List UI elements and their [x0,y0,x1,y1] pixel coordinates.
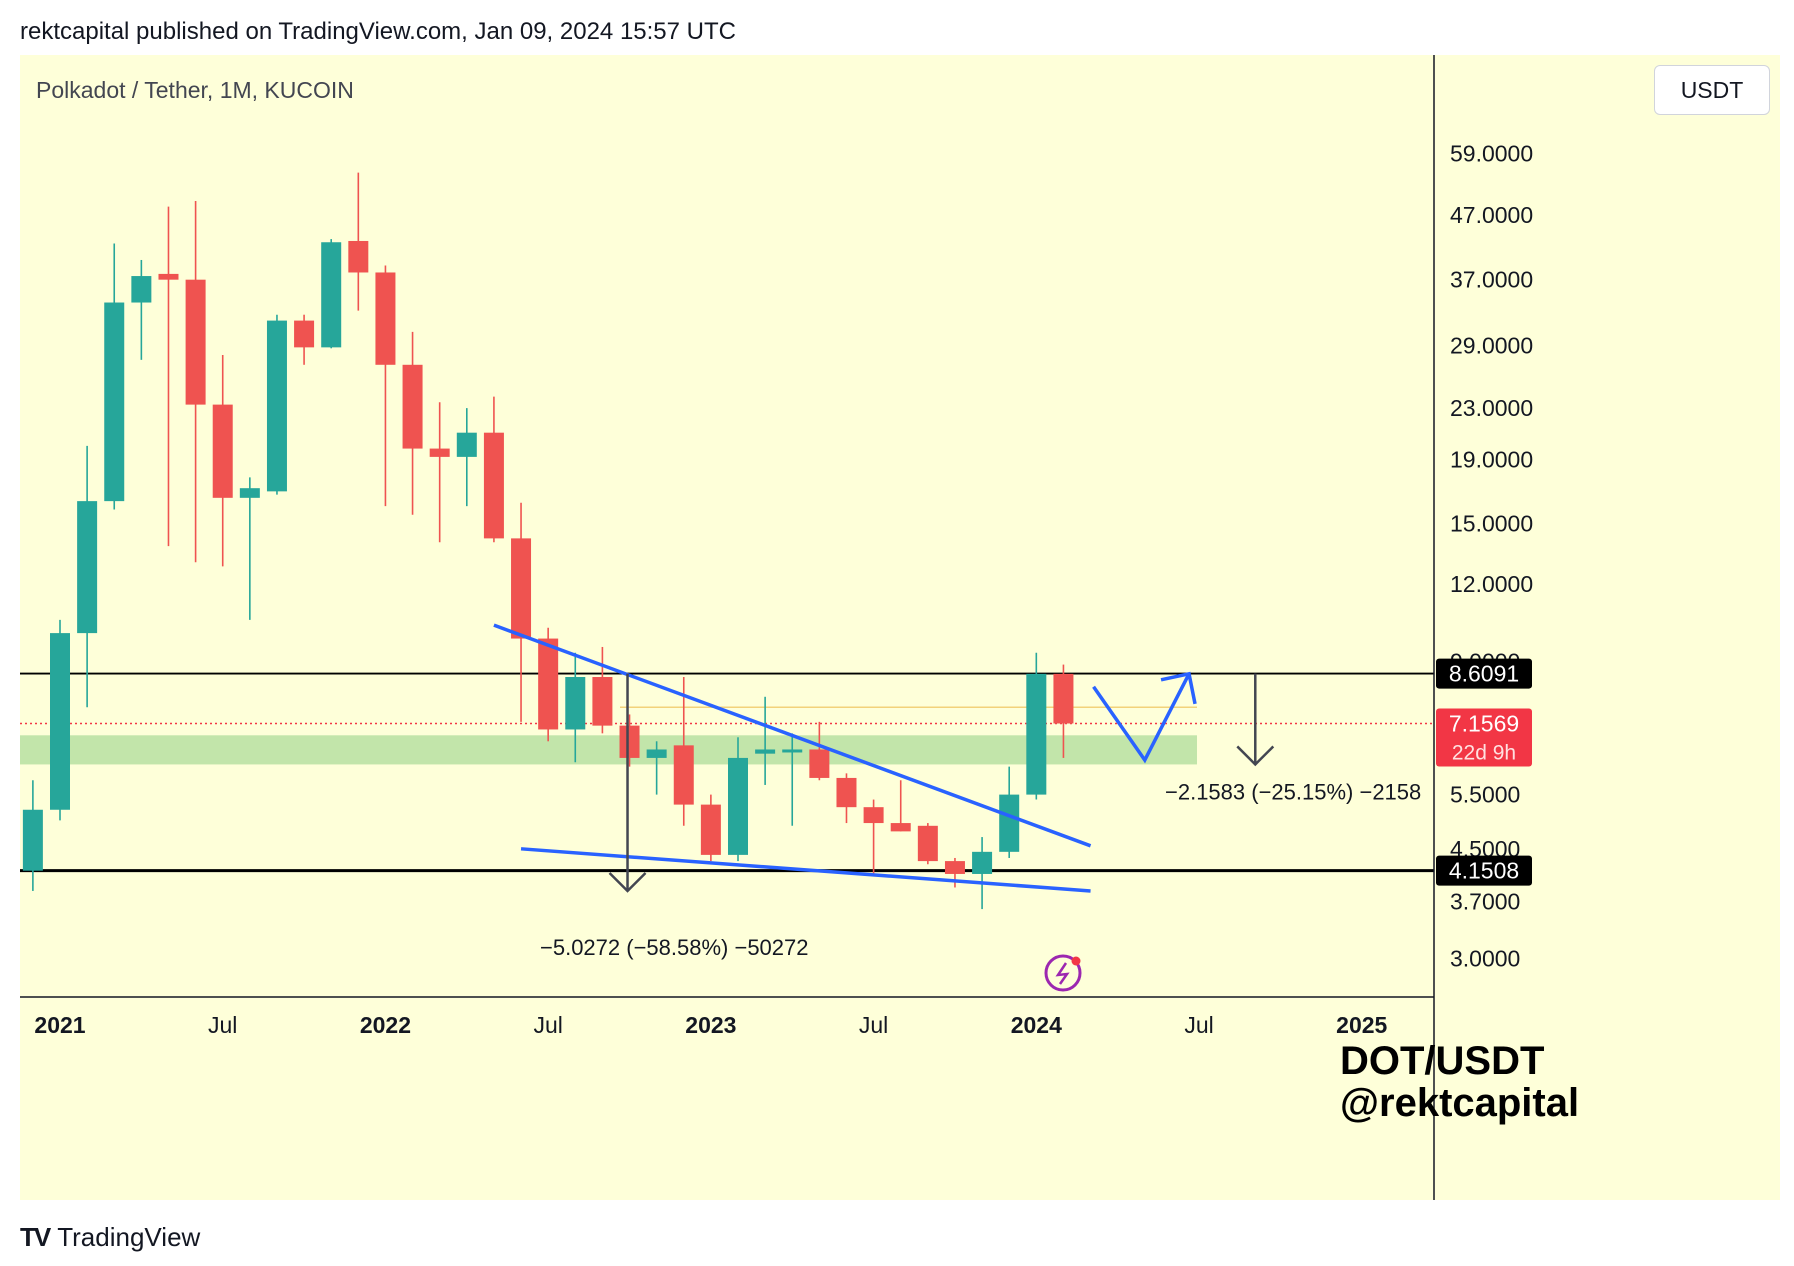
support-zone [20,735,1197,765]
candle-body[interactable] [483,432,504,539]
y-tick-label: 29.0000 [1450,332,1533,358]
candle-countdown: 22d 9h [1452,741,1516,764]
measure-arrow-1-arrowhead-icon [608,872,647,893]
x-tick-label: Jul [1184,1012,1213,1038]
x-tick-label: 2025 [1336,1012,1387,1038]
level-price-tag-lower: 4.1508 [1449,858,1519,884]
candle-body[interactable] [809,749,830,778]
x-tick-label: 2021 [34,1012,85,1038]
candle-body[interactable] [917,825,938,862]
currency-button[interactable]: USDT [1654,65,1770,115]
candle-body[interactable] [972,851,993,874]
notification-dot-icon [1071,956,1081,966]
candle-body[interactable] [1053,673,1074,724]
candle-body[interactable] [158,273,179,280]
wedge-upper-trendline[interactable] [493,623,1092,848]
candle-body[interactable] [755,749,776,754]
candle-body[interactable] [728,757,748,855]
candle-body[interactable] [185,279,206,405]
publish-info: rektcapital published on TradingView.com… [20,18,736,45]
candle-body[interactable] [456,432,477,457]
candle-body[interactable] [565,677,586,730]
current-price-tag-bg [1436,708,1532,767]
candle-body[interactable] [212,404,233,498]
current-price-tag: 7.1569 [1449,710,1519,736]
lightning-icon[interactable] [1044,954,1082,992]
candle-body[interactable] [836,777,857,808]
measurement-label-1: −5.0272 (−58.58%) −50272 [540,935,809,960]
candle-body[interactable] [782,749,803,753]
y-tick-label: 3.0000 [1450,945,1520,971]
candle-body[interactable] [700,804,721,855]
lightning-bolt-icon [1055,962,1070,985]
x-tick-label: Jul [533,1012,562,1038]
watermark-pair: DOT/USDT [1340,1039,1545,1083]
candlestick-chart[interactable]: −5.0272 (−58.58%) −50272 −2.1583 (−25.15%… [20,55,1780,1200]
x-tick-label: 2024 [1011,1012,1062,1038]
candle-body[interactable] [999,794,1020,852]
x-tick-label: Jul [208,1012,237,1038]
projection-path[interactable] [1092,673,1191,764]
x-tick-label: 2023 [685,1012,736,1038]
candle-body[interactable] [77,501,98,634]
brand-name: TradingView [57,1222,201,1252]
y-tick-label: 23.0000 [1450,395,1533,421]
candle-body[interactable] [592,677,613,726]
x-tick-label: 2022 [360,1012,411,1038]
candle-body[interactable] [375,272,396,365]
watermark-handle: @rektcapital [1340,1081,1580,1125]
measure-arrow-2-arrowhead-icon [1236,745,1275,767]
y-tick-label: 19.0000 [1450,447,1533,473]
level-price-tag-upper: 8.6091 [1449,661,1519,687]
symbol-title: Polkadot / Tether, 1M, KUCOIN [36,77,354,103]
level-price-tag-upper-bg [1436,658,1532,689]
measurement-label-2: −2.1583 (−25.15%) −2158 [1165,780,1421,805]
candle-body[interactable] [294,320,315,348]
watermark: DOT/USDT @rektcapital [1340,1040,1579,1124]
candle-body[interactable] [673,745,694,805]
y-tick-label: 47.0000 [1450,202,1533,228]
candle-body[interactable] [321,242,342,348]
candle-body[interactable] [266,320,287,492]
y-tick-label: 12.0000 [1450,571,1533,597]
y-tick-label: 15.0000 [1450,511,1533,537]
footer-brand[interactable]: TV TradingView [20,1222,200,1253]
candle-body[interactable] [863,807,884,824]
candle-body[interactable] [239,488,260,498]
candle-body[interactable] [429,448,450,457]
candle-body[interactable] [1026,673,1047,795]
x-tick-label: Jul [859,1012,888,1038]
chart-area[interactable]: −5.0272 (−58.58%) −50272 −2.1583 (−25.15%… [20,55,1780,1200]
candle-body[interactable] [890,823,911,832]
level-price-tag-lower-bg [1436,855,1532,886]
candle-body[interactable] [944,861,965,874]
candle-body[interactable] [50,633,70,810]
candle-body[interactable] [131,276,152,303]
y-tick-label: 3.7000 [1450,889,1520,915]
y-tick-label: 5.5000 [1450,782,1520,808]
candle-body[interactable] [348,240,369,273]
candle-body[interactable] [104,302,125,502]
candle-body[interactable] [538,638,559,730]
tradingview-logo-icon: TV [20,1222,51,1252]
y-tick-label: 37.0000 [1450,267,1533,293]
candle-body[interactable] [402,364,423,449]
y-tick-label: 59.0000 [1450,141,1533,167]
projection-arrowhead-icon [1160,671,1197,705]
candle-body[interactable] [511,538,532,639]
wedge-lower-trendline[interactable] [520,847,1091,893]
candle-body[interactable] [646,749,667,758]
candle-body[interactable] [22,809,43,871]
candle-body[interactable] [619,725,640,758]
